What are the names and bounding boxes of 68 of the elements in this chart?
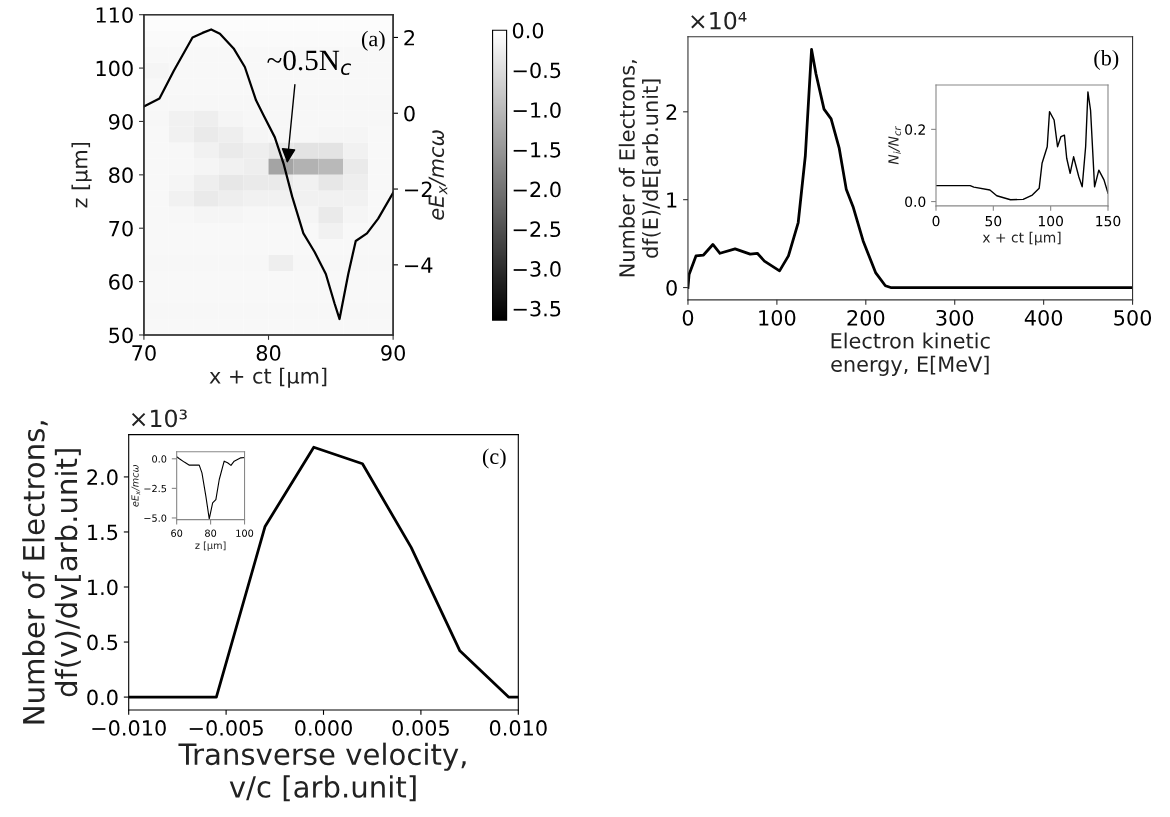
y-tick-label: 1.0: [88, 579, 118, 596]
x-tick-label: 200: [847, 309, 885, 326]
x-tick-label: 100: [759, 309, 796, 326]
x-tick-label: 0.010: [489, 720, 547, 736]
y-tick-label: −5.0: [144, 514, 167, 522]
x-tick-label: 300: [936, 309, 974, 326]
x-tick-label: 400: [1024, 309, 1063, 326]
y-tick-label: −2.5: [144, 484, 167, 493]
x-tick-label: 80: [256, 345, 281, 361]
y-tick-label: 0: [666, 279, 677, 296]
y-axis-title: z [µm]: [71, 142, 92, 208]
y-axis-title: N$_{i}$/N$_{cr}$: [888, 126, 901, 165]
y-tick-label: 2.0: [87, 469, 118, 486]
x-tick-label: 100: [236, 529, 254, 537]
line-series: [687, 48, 1133, 289]
annotation: (b): [1094, 49, 1119, 71]
y-axis-title: eE$_{x}$/mcω: [131, 464, 141, 507]
x-axis-title: z [µm]: [195, 541, 226, 551]
y-tick-label: 1: [667, 192, 677, 208]
y-tick-label: 110: [96, 7, 133, 23]
text: ×10³: [131, 409, 187, 428]
annotation: ~0.5N$_{c}$: [267, 50, 352, 76]
y-tick-label: 100: [96, 60, 133, 77]
x-tick-label: 90: [381, 345, 405, 361]
y-tick-label: 0.0: [152, 455, 167, 463]
y-tick-label: 1.5: [88, 524, 118, 541]
color-bar-label: −1.5: [513, 142, 561, 158]
x-tick-label: −0.005: [189, 720, 263, 736]
color-bar-label: −3.5: [513, 300, 561, 317]
y-tick-label: 50: [109, 327, 133, 344]
x-tick-label: 150: [1096, 215, 1121, 227]
x-axis-title: Electron kinetic energy, E[MeV]: [831, 332, 990, 376]
x-axis-title: Transverse velocity, v/c [arb.unit]: [178, 742, 466, 802]
x-axis-title: x + ct [µm]: [209, 367, 327, 388]
x-tick-label: 0: [932, 215, 940, 227]
x-tick-label: 500: [1114, 309, 1152, 326]
y-tick-label: 0.2: [905, 124, 925, 135]
y-tick-label: 0.5: [87, 634, 118, 651]
y-tick-label: 90: [108, 113, 133, 130]
y-tick-label: 80: [109, 167, 133, 184]
color-bar-label: 0.0: [512, 22, 544, 39]
color-bar-label: −1.0: [513, 102, 561, 118]
x-tick-label: 100: [1038, 215, 1063, 227]
y-axis-title: Number of Electrons, df(E)/dE[arb.unit]: [618, 60, 661, 277]
y-tick-label: 2: [666, 104, 677, 120]
y-axis-title: Number of Electrons, df(v)/dv[arb.unit]: [22, 421, 81, 724]
color-bar-label: −2.0: [513, 181, 561, 198]
color-bar-label: −0.5: [513, 62, 561, 79]
y-tick-label: 0.0: [87, 689, 118, 706]
x-tick-label: 50: [985, 215, 1002, 227]
color-bar-label: −3.0: [513, 261, 561, 277]
line-series: [936, 91, 1108, 201]
color-bar-label: −2.5: [513, 221, 561, 238]
x-tick-label: 0.000: [295, 720, 352, 736]
x-tick-label: 60: [171, 529, 183, 537]
text: ×10⁴: [691, 11, 747, 30]
annotation: (c): [482, 448, 506, 469]
x-tick-label: 0: [682, 309, 694, 326]
x-axis-title: x + ct [µm]: [982, 231, 1061, 246]
x-tick-label: 80: [205, 529, 217, 537]
y2-tick-label: 0: [404, 105, 415, 122]
y2-tick-label: 2: [404, 29, 415, 46]
y2-tick-label: −4: [405, 257, 433, 273]
x-tick-label: −0.010: [92, 720, 166, 736]
x-tick-label: 0.005: [392, 720, 449, 736]
annotation: (a): [361, 30, 385, 51]
y-tick-label: 60: [109, 274, 133, 290]
x-tick-label: 70: [132, 345, 156, 361]
